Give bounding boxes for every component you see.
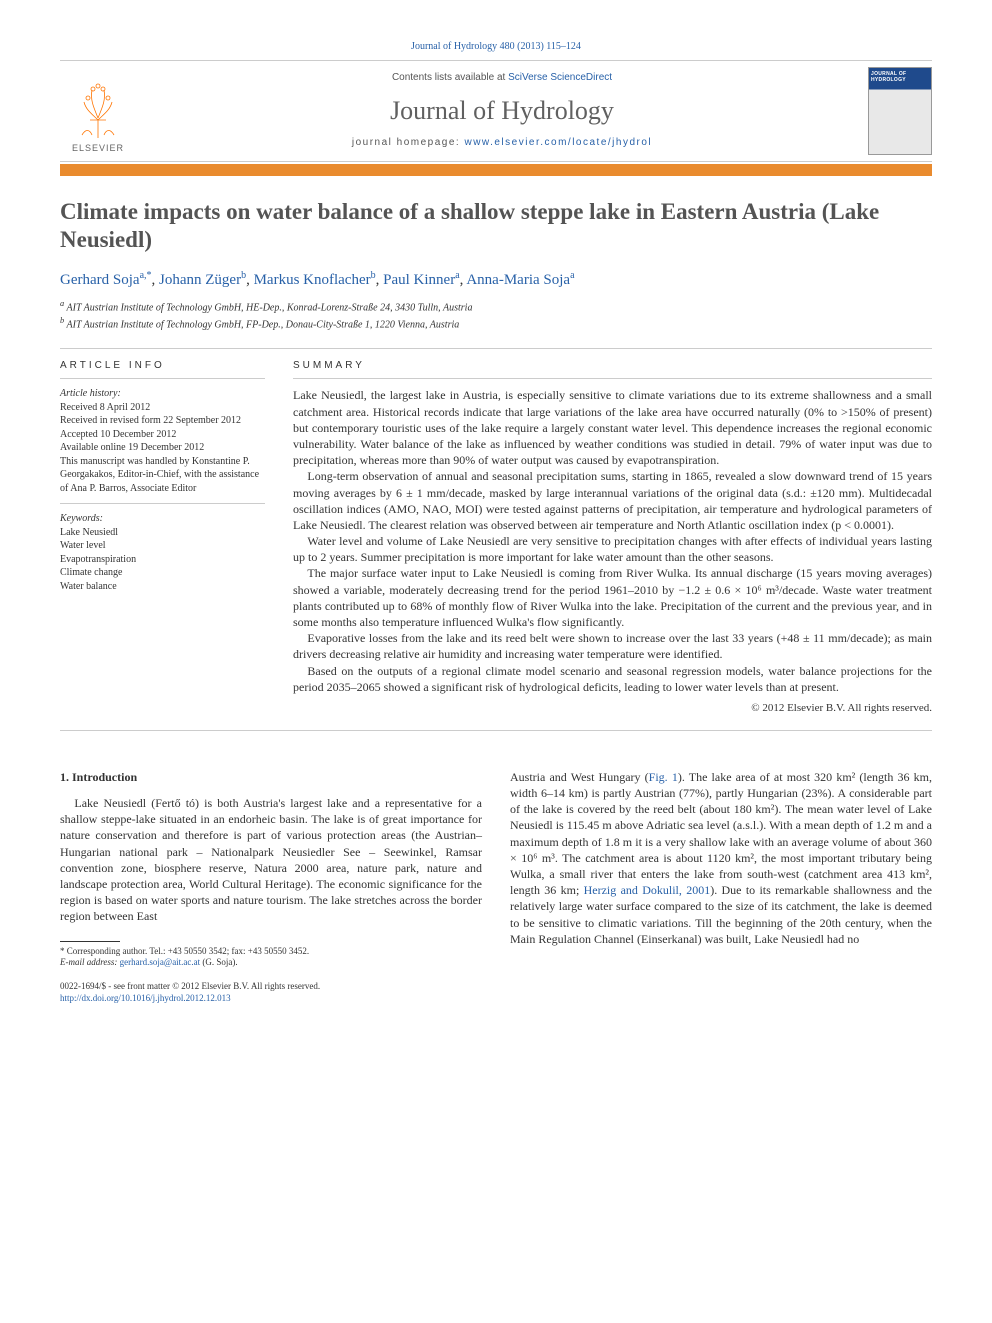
history-item: Received 8 April 2012 <box>60 401 265 415</box>
history-item: Available online 19 December 2012 <box>60 441 265 455</box>
doi-link[interactable]: http://dx.doi.org/10.1016/j.jhydrol.2012… <box>60 993 231 1003</box>
author-list: Gerhard Sojaa,*, Johann Zügerb, Markus K… <box>60 269 932 290</box>
copyright-line: © 2012 Elsevier B.V. All rights reserved… <box>293 701 932 716</box>
keyword: Water level <box>60 539 265 553</box>
history-label: Article history: <box>60 387 265 401</box>
affiliations: a AIT Austrian Institute of Technology G… <box>60 298 932 332</box>
author-link[interactable]: Markus Knoflacher <box>254 272 371 288</box>
section-heading: 1. Introduction <box>60 769 482 785</box>
right-column: Austria and West Hungary (Fig. 1). The l… <box>510 769 932 1004</box>
brand-accent-bar <box>60 164 932 176</box>
journal-name: Journal of Hydrology <box>136 93 868 128</box>
homepage-link[interactable]: www.elsevier.com/locate/jhydrol <box>464 137 652 148</box>
divider <box>60 730 932 731</box>
left-column: 1. Introduction Lake Neusiedl (Fertő tó)… <box>60 769 482 1004</box>
affiliation-a: AIT Austrian Institute of Technology Gmb… <box>67 303 473 314</box>
history-item: Received in revised form 22 September 20… <box>60 414 265 428</box>
journal-header: ELSEVIER Contents lists available at Sci… <box>60 60 932 162</box>
citation-header: Journal of Hydrology 480 (2013) 115–124 <box>60 40 932 60</box>
summary-paragraph: The major surface water input to Lake Ne… <box>293 565 932 630</box>
summary-paragraph: Long-term observation of annual and seas… <box>293 468 932 533</box>
summary-paragraph: Lake Neusiedl, the largest lake in Austr… <box>293 387 932 468</box>
body-paragraph: Lake Neusiedl (Fertő tó) is both Austria… <box>60 795 482 925</box>
author-link[interactable]: Paul Kinner <box>383 272 455 288</box>
article-info-column: ARTICLE INFO Article history: Received 8… <box>60 359 265 716</box>
sciencedirect-link[interactable]: SciVerse ScienceDirect <box>508 72 612 83</box>
summary-paragraph: Evaporative losses from the lake and its… <box>293 630 932 662</box>
history-item: Accepted 10 December 2012 <box>60 428 265 442</box>
divider <box>60 348 932 349</box>
cover-title: JOURNAL OF HYDROLOGY <box>869 68 931 88</box>
article-info-heading: ARTICLE INFO <box>60 359 265 380</box>
author-email-link[interactable]: gerhard.soja@ait.ac.at <box>120 957 201 967</box>
history-item: This manuscript was handled by Konstanti… <box>60 455 265 496</box>
author-link[interactable]: Anna-Maria Soja <box>466 272 570 288</box>
journal-cover-thumbnail[interactable]: JOURNAL OF HYDROLOGY <box>868 67 932 155</box>
affiliation-b: AIT Austrian Institute of Technology Gmb… <box>67 319 460 330</box>
keyword: Evapotranspiration <box>60 553 265 567</box>
page-footer: 0022-1694/$ - see front matter © 2012 El… <box>60 981 482 1004</box>
summary-heading: SUMMARY <box>293 359 932 373</box>
keyword: Water balance <box>60 580 265 594</box>
citation-ref-link[interactable]: Herzig and Dokulil, 2001 <box>584 883 711 897</box>
homepage-prefix: journal homepage: <box>352 137 465 148</box>
summary-paragraph: Water level and volume of Lake Neusiedl … <box>293 533 932 565</box>
footnote-rule <box>60 941 120 942</box>
citation-link[interactable]: Journal of Hydrology 480 (2013) 115–124 <box>411 41 581 52</box>
summary-column: SUMMARY Lake Neusiedl, the largest lake … <box>293 359 932 716</box>
contents-prefix: Contents lists available at <box>392 72 508 83</box>
homepage-line: journal homepage: www.elsevier.com/locat… <box>136 136 868 150</box>
corresponding-author-footnote: * Corresponding author. Tel.: +43 50550 … <box>60 946 482 969</box>
body-two-column: 1. Introduction Lake Neusiedl (Fertő tó)… <box>60 769 932 1004</box>
footer-line: 0022-1694/$ - see front matter © 2012 El… <box>60 981 482 993</box>
elsevier-tree-icon <box>72 80 124 140</box>
author-link[interactable]: Gerhard Soja <box>60 272 140 288</box>
keyword: Lake Neusiedl <box>60 526 265 540</box>
elsevier-logo[interactable]: ELSEVIER <box>60 67 136 155</box>
author-link[interactable]: Johann Züger <box>159 272 241 288</box>
keyword: Climate change <box>60 566 265 580</box>
figure-ref-link[interactable]: Fig. 1 <box>649 770 678 784</box>
body-paragraph: Austria and West Hungary (Fig. 1). The l… <box>510 769 932 947</box>
summary-paragraph: Based on the outputs of a regional clima… <box>293 663 932 695</box>
elsevier-label: ELSEVIER <box>72 142 124 154</box>
paper-title: Climate impacts on water balance of a sh… <box>60 198 932 256</box>
divider <box>60 503 265 504</box>
divider <box>293 378 932 379</box>
contents-line: Contents lists available at SciVerse Sci… <box>136 71 868 85</box>
keywords-label: Keywords: <box>60 512 265 526</box>
